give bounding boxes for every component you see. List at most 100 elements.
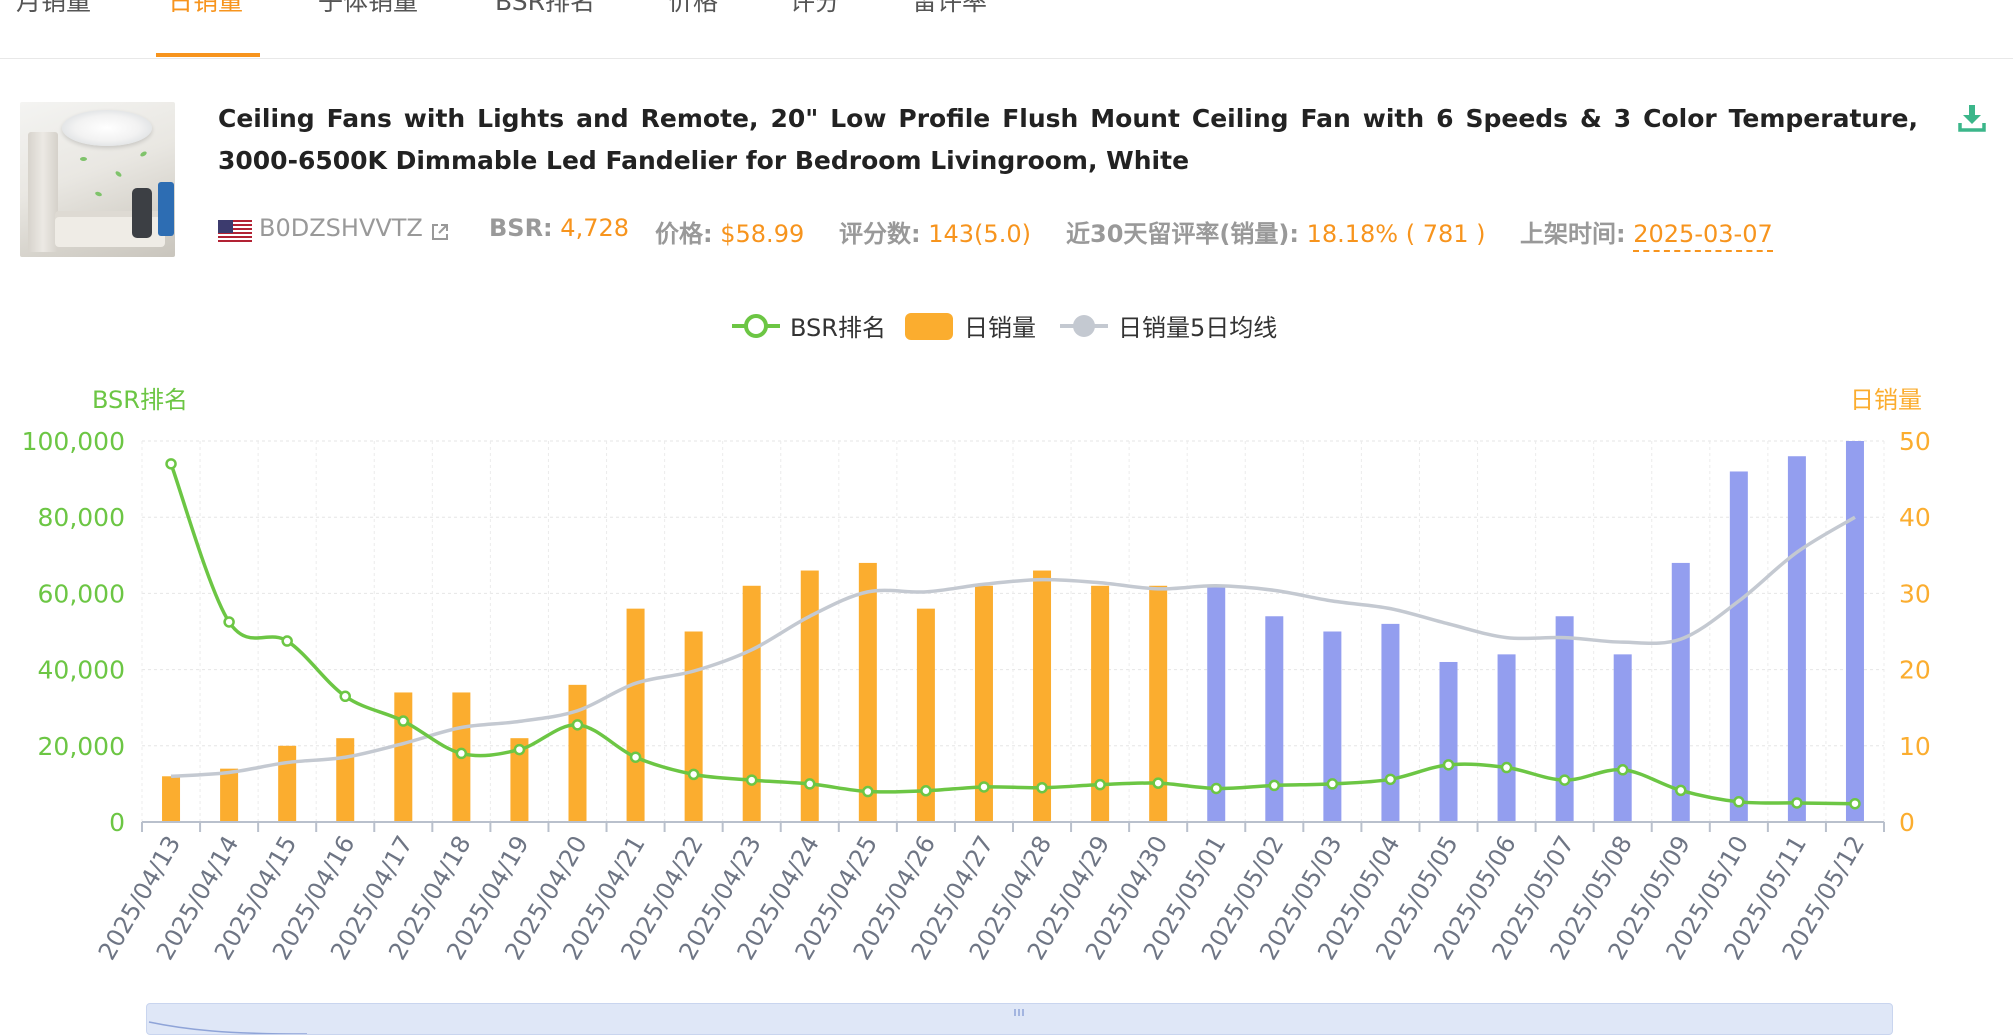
y-axis-left-title: BSR排名 (92, 386, 188, 414)
bsr-point (1442, 759, 1455, 771)
daily-sales-bar (278, 745, 297, 822)
legend-item-moving-average[interactable]: 日销量5日均线 (1058, 308, 1298, 344)
tab-bsr-rank[interactable]: BSR排名 (495, 0, 595, 16)
bsr-point (1384, 773, 1397, 786)
listed-date-group: 上架时间: 2025-03-07 (1520, 214, 1773, 252)
y-right-tick-label: 0 (1899, 808, 1915, 837)
download-icon[interactable] (1958, 103, 1986, 133)
legend-item-daily-sales[interactable]: 日销量 (904, 308, 1044, 344)
leaf-decoration (80, 157, 87, 161)
zoom-handle-grip (148, 1009, 1024, 1034)
y-right-tick-label: 30 (1899, 579, 1931, 608)
daily-sales-bar (1613, 654, 1632, 822)
y-right-tick-label: 50 (1899, 427, 1931, 456)
bsr-group: BSR: 4,728 (489, 214, 629, 242)
ceiling-fan-illustration (62, 110, 152, 146)
bsr-point (687, 768, 700, 781)
product-image[interactable] (20, 102, 175, 257)
tab-price[interactable]: 价格 (668, 0, 719, 16)
tab-variant-sales[interactable]: 子体销量 (318, 0, 419, 16)
daily-sales-bar (220, 768, 239, 822)
product-title[interactable]: Ceiling Fans with Lights and Remote, 20"… (218, 104, 1918, 175)
active-tab-indicator (156, 53, 260, 57)
bsr-point (397, 715, 410, 727)
y-left-tick-label: 20,000 (38, 732, 125, 761)
moving-average-line (170, 515, 1856, 779)
ratings-label: 评分数: (839, 220, 921, 248)
daily-sales-bar (1439, 661, 1458, 822)
tab-review-rate[interactable]: 留评率 (912, 0, 988, 16)
tab-bar: 月销量 日销量 子体销量 BSR排名 价格 评分 留评率 (0, 0, 2013, 59)
remote-illustration (132, 188, 152, 238)
curtain-illustration (28, 132, 58, 252)
price-value: $58.99 (720, 220, 805, 248)
y-axis-right-title: 日销量 (1850, 386, 1922, 414)
daily-sales-bar (1671, 562, 1690, 822)
bsr-point (745, 774, 758, 786)
bsr-point (978, 781, 990, 793)
daily-sales-bar (684, 631, 703, 822)
legend-label: 日销量 (964, 314, 1036, 342)
daily-sales-bar (1149, 585, 1168, 822)
ratings-value: 143(5.0) (928, 220, 1031, 248)
bsr-point (629, 751, 642, 763)
y-right-tick-label: 20 (1899, 656, 1931, 685)
bsr-point (1094, 778, 1106, 791)
asin-link[interactable]: B0DZSHVVTZ (259, 214, 423, 242)
daily-sales-bar (336, 738, 355, 822)
daily-sales-bar (800, 570, 819, 822)
us-flag-icon (218, 220, 252, 244)
daily-sales-bar (162, 776, 181, 822)
legend-line-icon (732, 314, 780, 338)
ratings-group: 评分数: 143(5.0) (839, 214, 1031, 249)
legend-line-icon (1060, 315, 1108, 337)
daily-sales-bar (1381, 623, 1400, 822)
daily-sales-bar (1729, 471, 1748, 822)
data-zoom-slider[interactable] (146, 1003, 1893, 1035)
legend-item-bsr[interactable]: BSR排名 (730, 308, 890, 344)
daily-sales-bar (1033, 570, 1052, 822)
review-rate-group: 近30天留评率(销量): 18.18% ( 781 ) (1066, 214, 1486, 249)
daily-sales-bar (916, 608, 935, 822)
bsr-point (1152, 777, 1164, 789)
legend-label: 日销量5日均线 (1118, 314, 1278, 342)
bsr-point (1500, 761, 1513, 774)
price-group: 价格: $58.99 (655, 214, 804, 249)
tab-daily-sales[interactable]: 日销量 (168, 0, 244, 16)
bsr-point (571, 719, 584, 731)
bsr-point (1558, 774, 1571, 786)
daily-sales-bar (1265, 616, 1284, 822)
tab-rating[interactable]: 评分 (790, 0, 841, 16)
bsr-point (1326, 778, 1339, 790)
tab-monthly-sales[interactable]: 月销量 (16, 0, 92, 16)
daily-sales-bar (1497, 654, 1516, 822)
daily-sales-bar (568, 684, 587, 822)
bsr-point (513, 743, 526, 756)
bsr-point (1210, 782, 1222, 795)
bsr-point (1791, 797, 1803, 809)
price-label: 价格: (655, 220, 713, 248)
listed-date-label: 上架时间: (1520, 220, 1626, 248)
daily-sales-bar (742, 585, 761, 822)
bsr-point (281, 635, 293, 647)
y-right-tick-label: 40 (1899, 503, 1931, 532)
bsr-point (1616, 764, 1629, 776)
daily-sales-bar (1207, 585, 1226, 822)
review-rate-value: 18.18% ( 781 ) (1306, 220, 1486, 248)
daily-sales-bar (626, 608, 645, 822)
phone-illustration (158, 182, 174, 236)
bsr-point (339, 690, 351, 703)
bsr-point (1036, 781, 1048, 794)
listed-date-value[interactable]: 2025-03-07 (1633, 220, 1773, 252)
bsr-label: BSR: (489, 214, 553, 242)
bsr-point (1733, 796, 1745, 808)
legend-label: BSR排名 (790, 314, 886, 342)
y-right-tick-label: 10 (1899, 732, 1931, 761)
bsr-point (1675, 784, 1687, 797)
daily-sales-bar (858, 562, 877, 822)
bsr-point (223, 616, 235, 628)
daily-sales-bar (1845, 441, 1864, 822)
review-rate-label: 近30天留评率(销量): (1066, 220, 1299, 248)
external-link-icon[interactable] (430, 222, 450, 242)
